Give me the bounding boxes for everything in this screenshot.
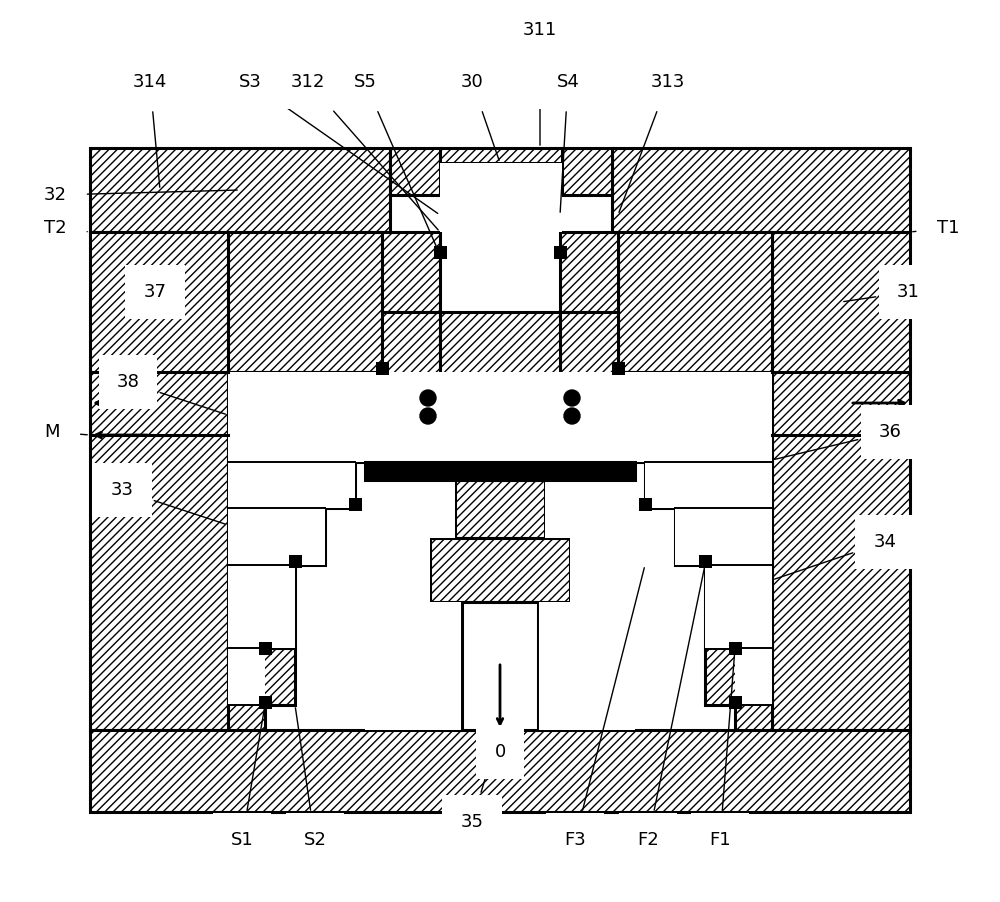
Polygon shape: [772, 232, 910, 730]
Polygon shape: [430, 538, 570, 602]
Text: 31: 31: [844, 283, 919, 301]
Polygon shape: [612, 362, 624, 374]
Polygon shape: [545, 480, 635, 538]
Polygon shape: [440, 195, 562, 232]
Text: 312: 312: [291, 73, 438, 230]
Text: 0: 0: [494, 743, 506, 761]
Polygon shape: [455, 480, 545, 538]
Polygon shape: [570, 538, 635, 602]
Text: 311: 311: [523, 21, 557, 145]
Text: T1: T1: [913, 219, 959, 237]
Polygon shape: [560, 400, 618, 462]
Polygon shape: [349, 498, 362, 511]
Polygon shape: [382, 232, 440, 312]
Text: 35: 35: [460, 732, 499, 831]
Polygon shape: [228, 372, 382, 705]
Polygon shape: [90, 148, 390, 232]
Text: 36: 36: [775, 423, 901, 459]
Polygon shape: [365, 538, 430, 602]
Polygon shape: [228, 372, 382, 648]
Polygon shape: [434, 245, 446, 259]
Polygon shape: [728, 641, 742, 655]
Polygon shape: [365, 462, 635, 480]
Text: S2: S2: [295, 708, 326, 849]
Text: S3: S3: [239, 73, 438, 214]
Text: S5: S5: [354, 73, 439, 253]
Text: 313: 313: [619, 73, 685, 212]
Polygon shape: [228, 648, 295, 730]
Polygon shape: [562, 148, 612, 195]
Polygon shape: [560, 232, 618, 312]
Polygon shape: [382, 312, 440, 400]
Text: 37: 37: [144, 283, 166, 301]
Polygon shape: [618, 372, 772, 648]
Polygon shape: [376, 362, 388, 374]
Polygon shape: [90, 232, 228, 730]
Text: 30: 30: [461, 73, 499, 161]
Polygon shape: [538, 602, 635, 730]
Polygon shape: [612, 148, 910, 232]
Polygon shape: [705, 648, 772, 730]
Polygon shape: [228, 232, 382, 372]
Text: M: M: [44, 423, 87, 441]
Text: 32: 32: [44, 186, 237, 204]
Text: T2: T2: [44, 219, 87, 237]
Polygon shape: [618, 372, 772, 705]
Polygon shape: [382, 400, 440, 462]
Polygon shape: [365, 602, 462, 730]
Text: F3: F3: [564, 567, 644, 849]
Circle shape: [564, 408, 580, 424]
Polygon shape: [390, 148, 440, 195]
Text: 314: 314: [133, 73, 167, 188]
Circle shape: [420, 390, 436, 406]
Polygon shape: [554, 245, 566, 259]
Polygon shape: [440, 163, 562, 195]
Text: F2: F2: [637, 567, 704, 849]
Polygon shape: [382, 372, 618, 462]
Polygon shape: [728, 695, 742, 708]
Polygon shape: [440, 148, 562, 163]
Text: 38: 38: [117, 373, 225, 414]
Polygon shape: [288, 555, 302, 567]
Text: S4: S4: [557, 73, 579, 212]
Polygon shape: [365, 480, 455, 538]
Text: S1: S1: [231, 708, 265, 849]
Polygon shape: [258, 695, 272, 708]
Text: 33: 33: [110, 481, 225, 524]
Polygon shape: [90, 730, 910, 812]
Polygon shape: [639, 498, 652, 511]
Polygon shape: [618, 232, 772, 372]
Polygon shape: [698, 555, 712, 567]
Polygon shape: [440, 312, 560, 462]
Text: 34: 34: [775, 533, 896, 579]
Circle shape: [564, 390, 580, 406]
Text: F1: F1: [709, 650, 735, 849]
Polygon shape: [258, 641, 272, 655]
Circle shape: [420, 408, 436, 424]
Polygon shape: [560, 312, 618, 400]
Polygon shape: [462, 602, 538, 730]
